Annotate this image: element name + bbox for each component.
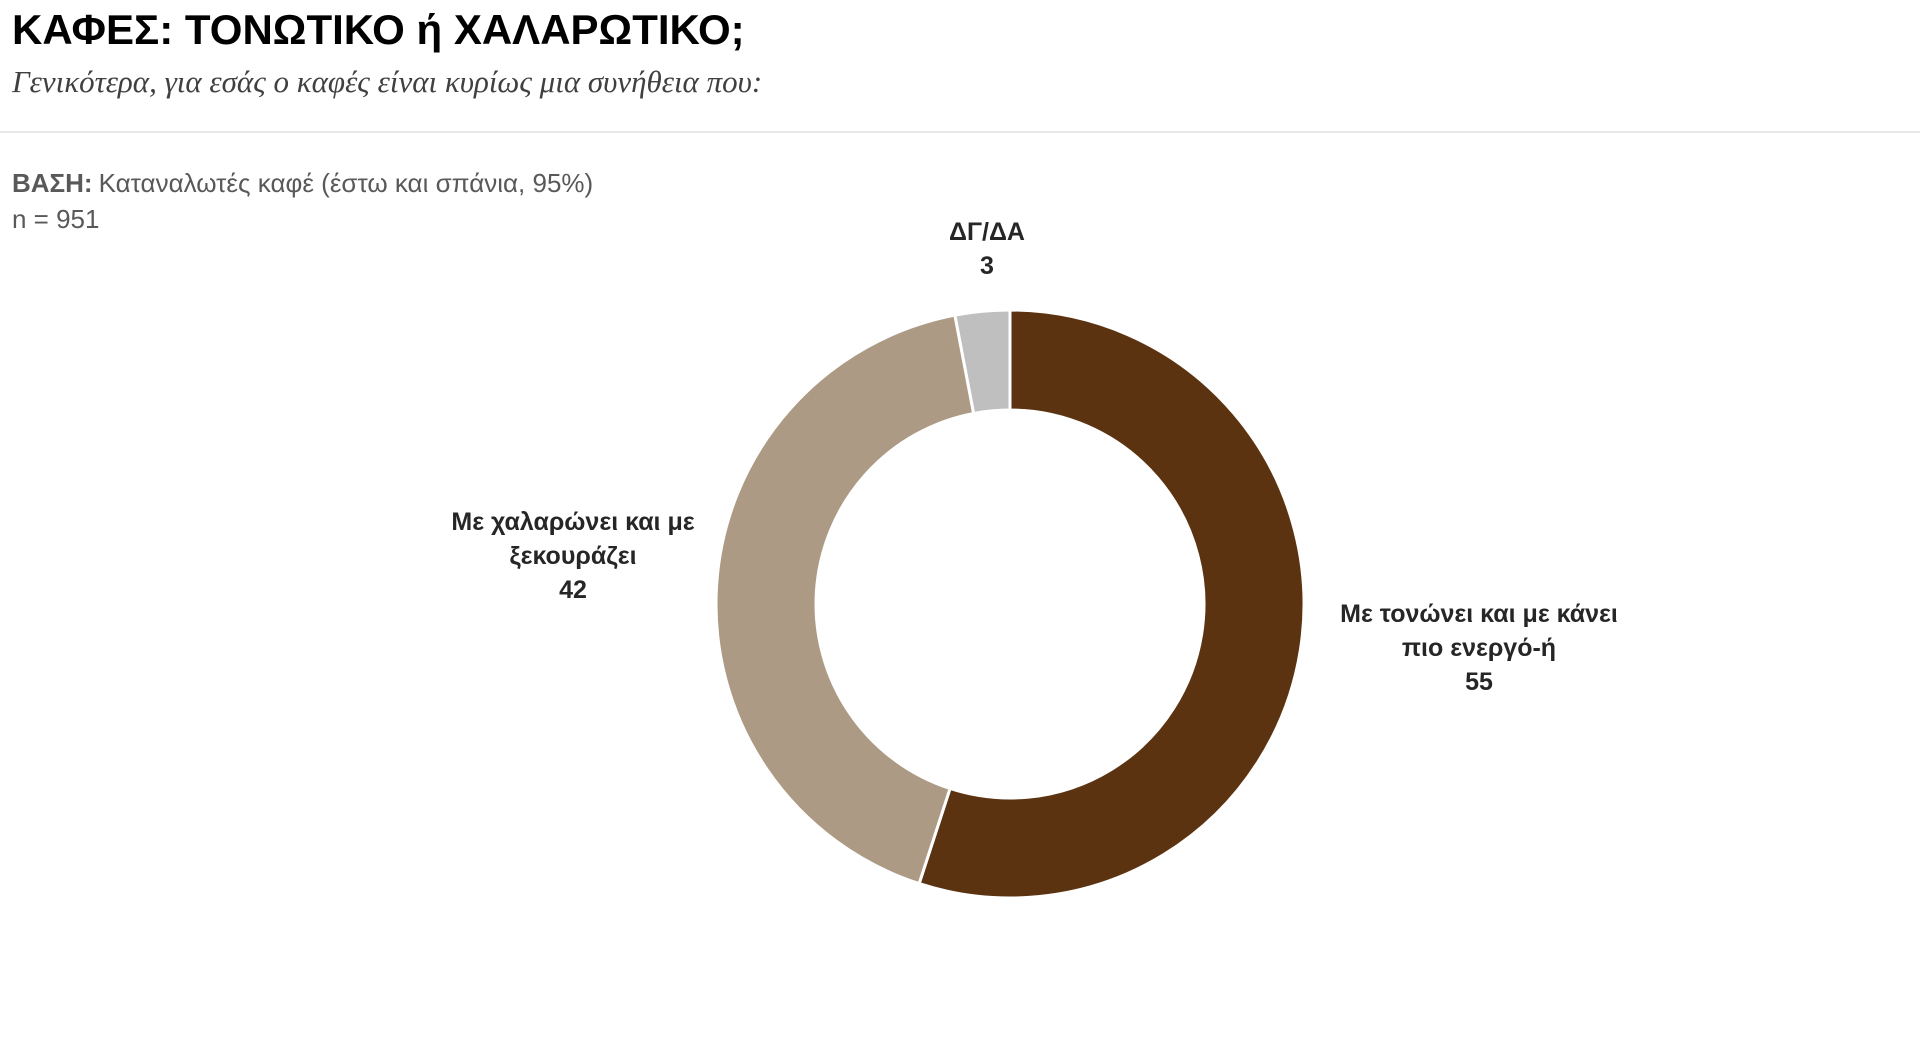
slice-label: Με τονώνει και με κάνει πιο ενεργό-ή bbox=[1340, 600, 1618, 662]
value-label: 42 bbox=[559, 576, 587, 604]
base-line: ΒΑΣΗ: Καταναλωτές καφέ (έστω και σπάνια, … bbox=[12, 168, 593, 198]
donut-slice bbox=[714, 313, 976, 886]
label-line: πιο ενεργό-ή bbox=[1402, 634, 1556, 662]
label-line: ΔΓ/ΔΑ bbox=[949, 218, 1025, 246]
donut-slice bbox=[953, 308, 1012, 416]
value-label: 55 bbox=[1465, 668, 1493, 696]
chart-subtitle: Γενικότερα, για εσάς ο καφές είναι κυρίω… bbox=[11, 64, 762, 99]
base-label: ΒΑΣΗ: bbox=[12, 168, 93, 198]
chart-title: ΚΑΦΕΣ: ΤΟΝΩΤΙΚΟ ή ΧΑΛΑΡΩΤΙΚΟ; bbox=[12, 6, 745, 53]
label-line: Με τονώνει και με κάνει bbox=[1340, 600, 1618, 628]
base-text: Καταναλωτές καφέ (έστω και σπάνια, 95%) bbox=[99, 168, 594, 198]
slice-label: Με χαλαρώνει και με ξεκουράζει bbox=[451, 508, 694, 570]
sample-size: n = 951 bbox=[12, 204, 99, 234]
label-line: ξεκουράζει bbox=[509, 542, 636, 570]
label-line: Με χαλαρώνει και με bbox=[451, 508, 694, 536]
value-label: 3 bbox=[980, 252, 994, 280]
donut-slice bbox=[917, 308, 1306, 900]
slice-label: ΔΓ/ΔΑ bbox=[949, 218, 1025, 246]
